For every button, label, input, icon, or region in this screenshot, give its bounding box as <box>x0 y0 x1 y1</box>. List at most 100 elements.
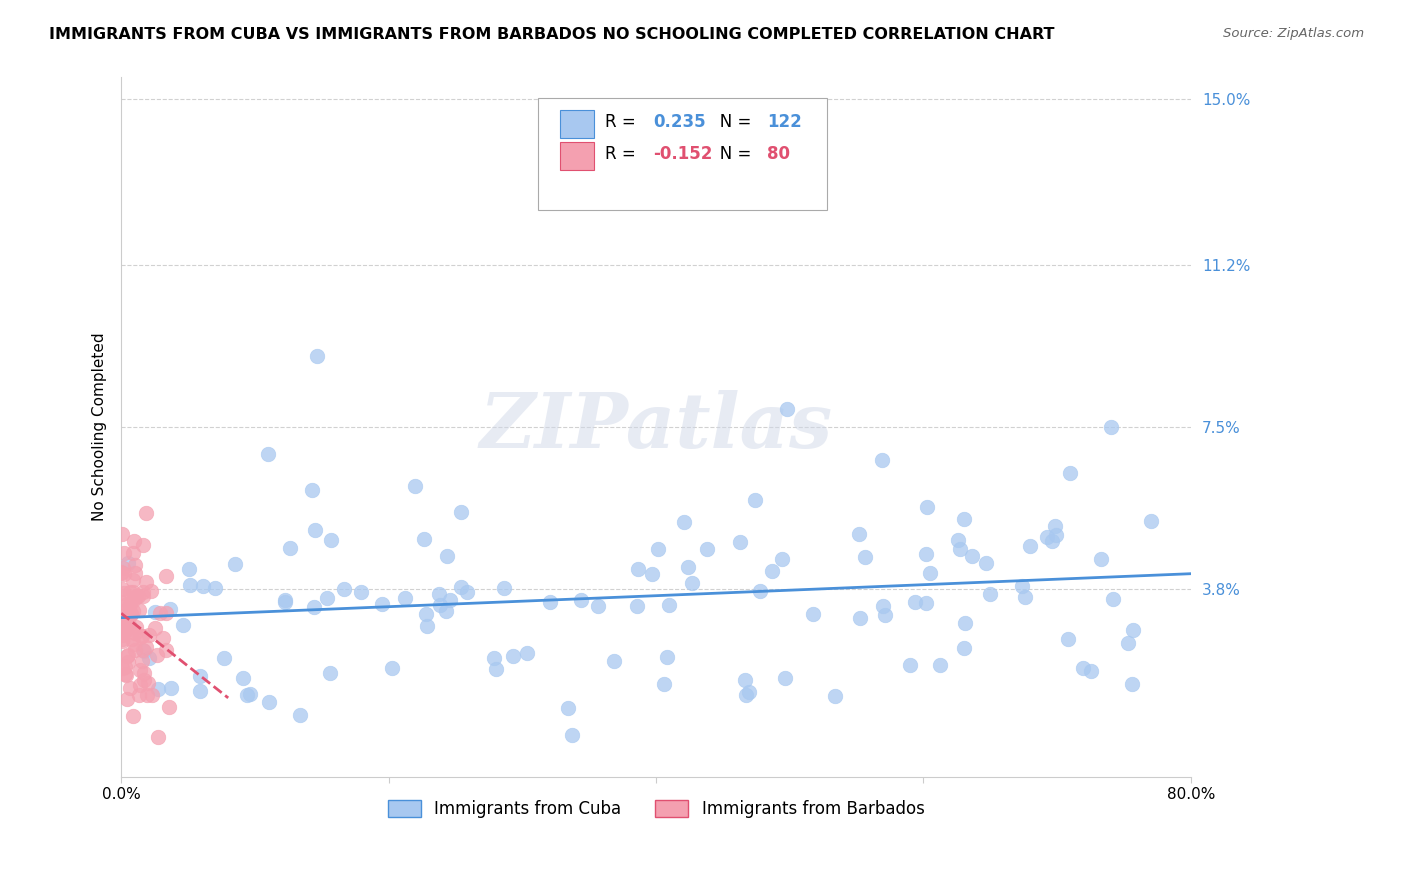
Point <box>135 640 157 655</box>
Point <box>129 663 152 677</box>
Point <box>603 654 626 668</box>
Point <box>236 688 259 702</box>
Point <box>124 558 146 573</box>
Point <box>870 452 893 467</box>
Point <box>676 559 699 574</box>
Point <box>117 600 139 615</box>
Point <box>111 582 134 596</box>
Point <box>450 505 472 519</box>
Point <box>139 584 162 599</box>
Point <box>138 650 160 665</box>
Point <box>112 625 135 640</box>
Point <box>569 592 592 607</box>
Point <box>115 597 138 611</box>
Point <box>179 578 201 592</box>
Point <box>131 654 153 668</box>
Point <box>124 643 146 657</box>
Point <box>111 561 134 575</box>
Point <box>775 401 797 416</box>
Point <box>114 667 136 681</box>
Point <box>239 687 262 701</box>
Point <box>914 547 936 561</box>
Point <box>135 574 157 589</box>
Point <box>114 667 136 681</box>
Point <box>111 661 134 675</box>
Point <box>117 648 139 662</box>
Point <box>188 683 211 698</box>
Point <box>117 618 139 632</box>
Point <box>429 587 451 601</box>
Text: R =: R = <box>605 112 641 130</box>
Text: 122: 122 <box>768 112 801 130</box>
Point <box>416 618 439 632</box>
Point <box>127 589 149 603</box>
Point <box>214 650 236 665</box>
Point <box>734 673 756 687</box>
Point <box>134 665 156 680</box>
Point <box>1019 539 1042 553</box>
Point <box>149 606 172 620</box>
Point <box>898 657 921 672</box>
Point <box>112 617 135 632</box>
Point <box>953 615 976 630</box>
Point <box>122 534 145 549</box>
Point <box>143 621 166 635</box>
Point <box>125 620 148 634</box>
Text: N =: N = <box>704 145 756 163</box>
Point <box>848 526 870 541</box>
Point <box>647 542 669 557</box>
Point <box>110 566 132 581</box>
Point <box>111 632 134 647</box>
Point <box>274 593 297 607</box>
Point <box>1122 623 1144 637</box>
Y-axis label: No Schooling Completed: No Schooling Completed <box>93 333 107 522</box>
Point <box>735 688 758 702</box>
Point <box>586 599 609 613</box>
Point <box>135 688 157 702</box>
Point <box>1011 579 1033 593</box>
Point <box>155 643 177 657</box>
Point <box>118 607 141 621</box>
Point <box>117 655 139 669</box>
Point <box>381 660 404 674</box>
Point <box>436 549 458 564</box>
Point <box>131 537 153 551</box>
Point <box>319 533 342 547</box>
Point <box>744 492 766 507</box>
Point <box>155 607 177 621</box>
Point <box>658 598 681 612</box>
Point <box>157 700 180 714</box>
Point <box>516 647 538 661</box>
Point <box>132 673 155 688</box>
Point <box>224 558 246 572</box>
Point <box>191 579 214 593</box>
Point <box>627 562 650 576</box>
Point <box>257 446 280 460</box>
Point <box>979 587 1001 601</box>
Point <box>1057 632 1080 646</box>
Point <box>288 707 311 722</box>
Point <box>974 556 997 570</box>
Point <box>120 607 142 621</box>
Point <box>801 607 824 621</box>
Point <box>122 637 145 651</box>
Point <box>318 666 340 681</box>
Point <box>177 562 200 576</box>
Point <box>138 675 160 690</box>
Point <box>855 549 877 564</box>
Point <box>122 708 145 723</box>
FancyBboxPatch shape <box>538 98 827 211</box>
Point <box>121 632 143 646</box>
Point <box>904 595 927 609</box>
Point <box>960 549 983 563</box>
Point <box>1090 552 1112 566</box>
Text: R =: R = <box>605 145 641 163</box>
Point <box>122 546 145 560</box>
Point <box>915 596 938 610</box>
Point <box>160 681 183 695</box>
Point <box>146 648 169 662</box>
Point <box>929 657 952 672</box>
Point <box>413 532 436 546</box>
Text: -0.152: -0.152 <box>652 145 713 163</box>
Text: 0.235: 0.235 <box>652 112 706 130</box>
